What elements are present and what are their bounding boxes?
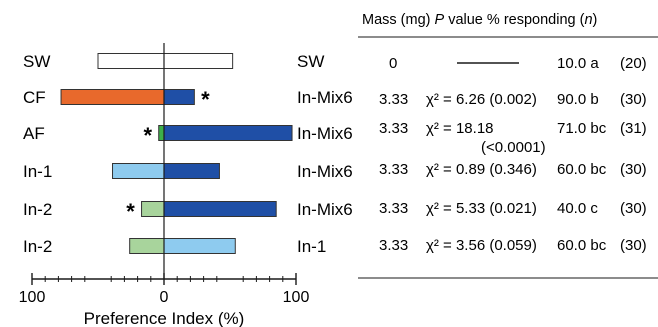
bar-right-2 bbox=[163, 125, 293, 141]
header-p-suffix: value bbox=[444, 12, 487, 28]
right-label-5: In-1 bbox=[297, 237, 326, 256]
mass-value-4: 3.33 bbox=[379, 200, 408, 217]
bar-group bbox=[60, 53, 293, 254]
header-n: n bbox=[584, 12, 592, 28]
bar-left-2 bbox=[158, 125, 165, 141]
left-label-1: CF bbox=[23, 88, 46, 107]
header-resp: % responding ( bbox=[487, 12, 585, 28]
left-label-3: In-1 bbox=[23, 162, 52, 181]
stats-table: Mass (mg) P value % responding (n) 0 10.0 … bbox=[358, 12, 658, 279]
bar-left-4 bbox=[141, 201, 165, 217]
significance-star-4: * bbox=[126, 199, 135, 224]
sample-size-5: (30) bbox=[620, 237, 647, 254]
x-axis-title: Preference Index (%) bbox=[84, 309, 245, 327]
x-tick-label-0: 100 bbox=[19, 289, 46, 306]
row-labels: SW SW CF In-Mix6 * AF In-Mix6 * In-1 In-Mix6 In-2 I… bbox=[23, 52, 353, 256]
header-mass: Mass (mg) bbox=[362, 12, 435, 28]
chi-square-2: χ² = 18.18 bbox=[426, 120, 494, 137]
bar-right-3 bbox=[163, 163, 220, 179]
significance-star-1: * bbox=[201, 87, 210, 112]
mass-value-5: 3.33 bbox=[379, 237, 408, 254]
table-header: Mass (mg) P value % responding (n) bbox=[362, 12, 597, 28]
header-p: P bbox=[435, 12, 445, 28]
left-label-0: SW bbox=[23, 52, 50, 71]
mass-value-2: 3.33 bbox=[379, 120, 408, 137]
chi-square-p-2: (<0.0001) bbox=[481, 139, 546, 156]
right-label-0: SW bbox=[297, 52, 324, 71]
percent-responding-3: 60.0 bc bbox=[557, 161, 607, 178]
right-label-2: In-Mix6 bbox=[297, 124, 353, 143]
right-label-1: In-Mix6 bbox=[297, 88, 353, 107]
sample-size-0: (20) bbox=[620, 55, 647, 72]
bar-right-4 bbox=[163, 201, 277, 217]
bar-left-3 bbox=[112, 163, 165, 179]
x-axis: 100 0 100 Preference Index (%) bbox=[19, 43, 310, 327]
right-label-3: In-Mix6 bbox=[297, 162, 353, 181]
sample-size-2: (31) bbox=[620, 120, 647, 137]
sample-size-3: (30) bbox=[620, 161, 647, 178]
mass-value-3: 3.33 bbox=[379, 161, 408, 178]
mass-value-1: 3.33 bbox=[379, 91, 408, 108]
x-tick-label-1: 0 bbox=[160, 289, 169, 306]
left-label-5: In-2 bbox=[23, 237, 52, 256]
chi-square-1: χ² = 6.26 (0.002) bbox=[426, 91, 537, 108]
left-label-2: AF bbox=[23, 124, 45, 143]
bar-right-5 bbox=[163, 238, 236, 254]
mass-value-0: 0 bbox=[389, 55, 397, 72]
x-tick-label-2: 100 bbox=[283, 289, 310, 306]
percent-responding-0: 10.0 a bbox=[557, 55, 599, 72]
bar-left-1 bbox=[60, 89, 165, 105]
bar-right-0 bbox=[163, 53, 234, 69]
bar-left-5 bbox=[129, 238, 165, 254]
sample-size-4: (30) bbox=[620, 200, 647, 217]
percent-responding-1: 90.0 b bbox=[557, 91, 599, 108]
chi-square-3: χ² = 0.89 (0.346) bbox=[426, 161, 537, 178]
bar-right-1 bbox=[163, 89, 195, 105]
left-label-4: In-2 bbox=[23, 200, 52, 219]
chi-square-4: χ² = 5.33 (0.021) bbox=[426, 200, 537, 217]
bar-left-0 bbox=[97, 53, 165, 69]
percent-responding-4: 40.0 c bbox=[557, 200, 598, 217]
right-label-4: In-Mix6 bbox=[297, 200, 353, 219]
header-close: ) bbox=[593, 12, 598, 28]
percent-responding-5: 60.0 bc bbox=[557, 237, 607, 254]
significance-star-2: * bbox=[143, 123, 152, 148]
sample-size-1: (30) bbox=[620, 91, 647, 108]
percent-responding-2: 71.0 bc bbox=[557, 120, 607, 137]
chi-square-5: χ² = 3.56 (0.059) bbox=[426, 237, 537, 254]
